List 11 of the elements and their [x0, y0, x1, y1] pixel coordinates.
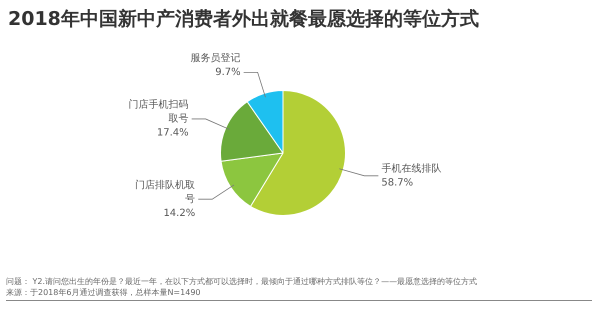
source-note: 来源：于2018年6月通过调查获得，总样本量N=1490: [6, 287, 202, 298]
slice-label: 门店排队机取号: [135, 178, 196, 205]
slice-label: 服务员登记: [190, 52, 241, 64]
chart-title: 2018年中国新中产消费者外出就餐最愿选择的等位方式: [8, 7, 479, 32]
data-label: 58.7%: [381, 177, 414, 188]
data-label: 9.7%: [215, 66, 241, 78]
data-label: 14.2%: [163, 208, 196, 219]
slice-label: 手机在线排队: [381, 162, 442, 174]
slice-label: 门店手机扫码取号: [128, 98, 189, 125]
text: 问题： Y2.请问您出生的年份是？最近一年，在以下方式都可以选择时，最倾向于通过哪种方式排队等位？——最愿意选择的等位方式: [6, 276, 478, 287]
data-label: 17.4%: [156, 128, 189, 139]
